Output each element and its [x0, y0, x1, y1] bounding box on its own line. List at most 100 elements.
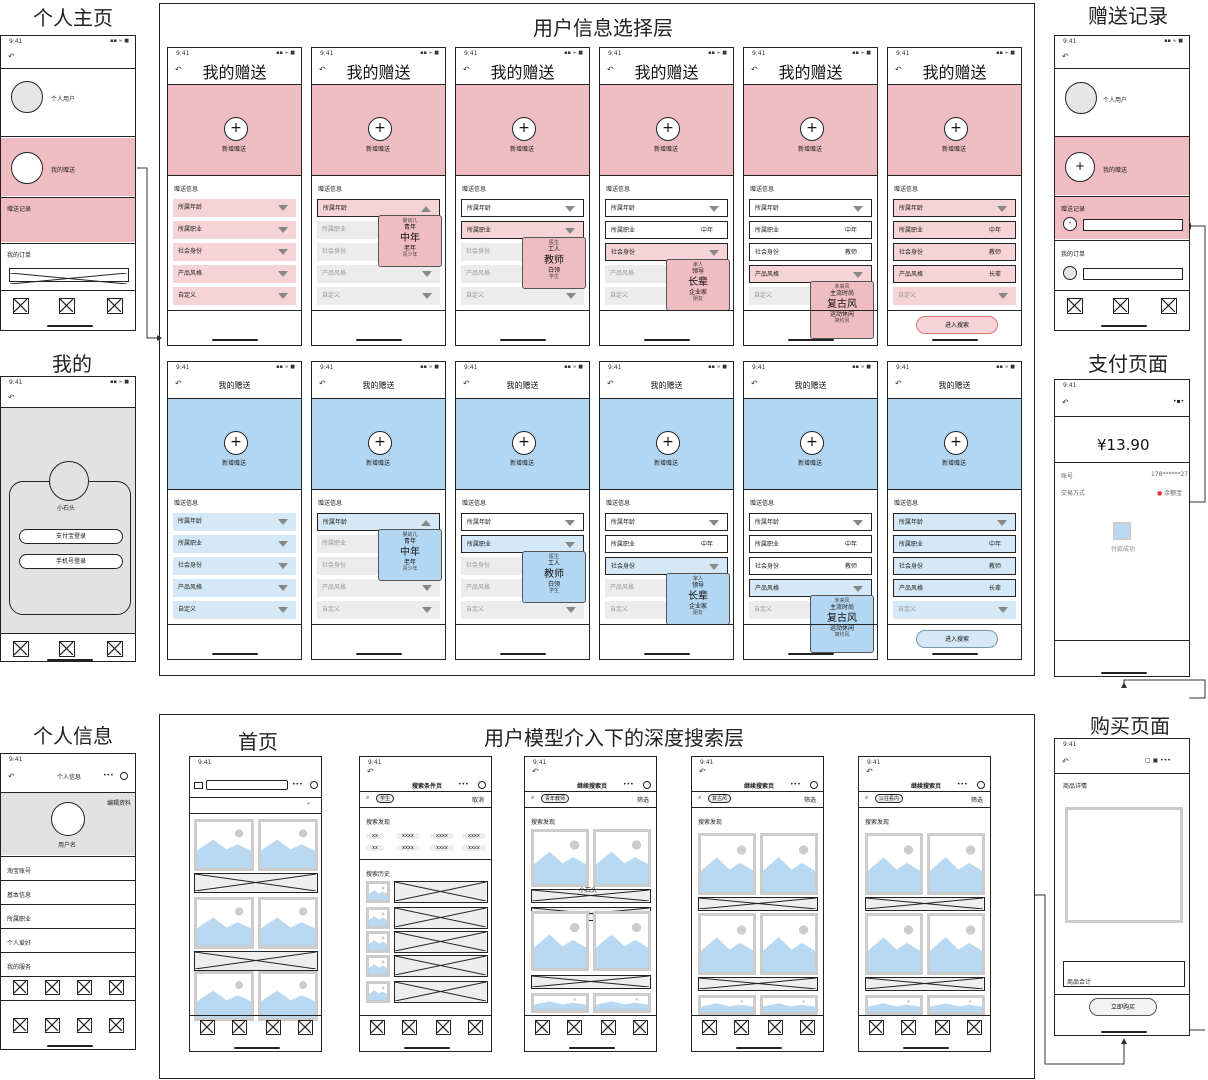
add-icon[interactable]: + — [512, 431, 536, 455]
back-icon[interactable]: ↶ — [1062, 398, 1069, 407]
picker-option[interactable]: 医生 — [548, 554, 559, 560]
tab-icon[interactable] — [436, 1020, 451, 1035]
dropdown-arrow-icon[interactable] — [422, 585, 432, 591]
field-row-age[interactable]: 所属年龄 — [605, 513, 728, 531]
dropdown-arrow-icon[interactable] — [422, 293, 432, 299]
tab-icon[interactable] — [13, 298, 29, 314]
back-icon[interactable]: ↶ — [8, 52, 15, 61]
enter-search-button[interactable]: 进入搜索 — [916, 316, 998, 334]
phone-login-button[interactable]: 手机号登录 — [19, 554, 123, 569]
new-gift-label[interactable]: 新增赠送 — [366, 460, 391, 467]
dropdown-arrow-icon[interactable] — [709, 206, 719, 212]
dropdown-arrow-icon[interactable] — [565, 520, 575, 526]
tab-icon[interactable] — [13, 641, 29, 657]
add-icon[interactable]: + — [800, 431, 824, 455]
new-gift-label[interactable]: 新增赠送 — [942, 460, 967, 467]
field-row-identity[interactable]: 社会身份 — [173, 243, 296, 261]
back-icon[interactable]: ↶ — [463, 65, 470, 74]
picker-option[interactable]: 领导 — [691, 582, 704, 590]
field-row-age[interactable]: 所属年龄 — [461, 199, 584, 217]
new-gift-label[interactable]: 新增赠送 — [366, 146, 391, 153]
tab-icon[interactable] — [13, 1018, 28, 1033]
dropdown-arrow-icon[interactable] — [709, 250, 719, 256]
picker-option[interactable]: 青少年 — [402, 566, 418, 573]
menu-icon[interactable]: ••• — [790, 781, 801, 788]
back-icon[interactable]: ↶ — [175, 379, 182, 388]
menu-icon[interactable]: ••• — [103, 772, 114, 779]
tab-icon[interactable] — [109, 1018, 124, 1033]
picker-popup-job[interactable]: 医生 工人 教师 白领 学生 — [522, 551, 586, 603]
discover-tag[interactable]: xxxx — [430, 845, 454, 851]
back-icon[interactable]: ↶ — [1062, 757, 1069, 766]
new-gift-label[interactable]: 新增赠送 — [798, 460, 823, 467]
field-row-identity[interactable]: 社会身份 教师 — [749, 243, 872, 261]
discover-tag[interactable]: xxxx — [396, 833, 420, 839]
search-icon[interactable]: ⌕ — [698, 794, 702, 801]
tab-icon[interactable] — [633, 1020, 648, 1035]
dropdown-arrow-icon[interactable] — [278, 205, 288, 211]
picker-option[interactable]: 老年 — [403, 558, 416, 566]
back-icon[interactable]: ↶ — [175, 65, 182, 74]
field-row-style[interactable]: 产品风格 — [317, 265, 440, 283]
cancel-button[interactable]: 取消 — [472, 797, 485, 804]
dropdown-arrow-icon[interactable] — [853, 206, 863, 212]
dropdown-arrow-icon[interactable] — [566, 293, 576, 299]
menu-icon[interactable]: ••• — [458, 781, 469, 788]
tab-icon[interactable] — [869, 1020, 884, 1035]
enter-search-button[interactable]: 进入搜索 — [916, 630, 998, 648]
field-row-age[interactable]: 所属年龄 — [605, 199, 728, 217]
tab-icon[interactable] — [1067, 298, 1083, 314]
dropdown-arrow-icon[interactable] — [278, 271, 288, 277]
field-row-identity[interactable]: 社会身份 教师 — [893, 243, 1016, 261]
picker-option[interactable]: 婴幼儿 — [402, 218, 418, 224]
picker-popup-job[interactable]: 医生 工人 教师 白领 学生 — [522, 237, 586, 289]
add-icon[interactable]: + — [224, 431, 248, 455]
back-icon[interactable]: ↶ — [607, 65, 614, 74]
discover-tag[interactable]: xxxx — [462, 845, 486, 851]
picker-option[interactable]: 医生 — [548, 240, 559, 246]
picker-option[interactable]: 老年 — [403, 244, 416, 252]
picker-option[interactable]: 复古风 — [827, 298, 857, 310]
back-icon[interactable]: ↶ — [319, 379, 326, 388]
tab-icon[interactable] — [601, 1020, 616, 1035]
field-row-age[interactable]: 所属年龄 — [749, 513, 872, 531]
picker-option[interactable]: 未来风 — [834, 598, 850, 604]
dropdown-arrow-icon[interactable] — [422, 607, 432, 613]
settings-icon[interactable] — [310, 781, 318, 789]
dropdown-arrow-icon[interactable] — [278, 293, 288, 299]
dropdown-arrow-icon[interactable] — [709, 520, 719, 526]
info-item-4[interactable]: 我的服务 — [7, 964, 32, 971]
tab-icon[interactable] — [107, 298, 123, 314]
new-gift-label[interactable]: 新增赠送 — [654, 146, 679, 153]
back-icon[interactable]: ↶ — [866, 767, 873, 776]
tab-icon[interactable] — [109, 980, 124, 995]
message-icon[interactable] — [194, 782, 203, 789]
field-row-style[interactable]: 产品风格 — [749, 579, 872, 597]
edit-profile-link[interactable]: 编辑资料 — [107, 800, 132, 807]
tab-icon[interactable] — [702, 1020, 717, 1035]
dropdown-arrow-icon[interactable] — [997, 206, 1007, 212]
menu-icon[interactable]: ••• — [623, 781, 634, 788]
search-icon[interactable]: ⌕ — [531, 794, 535, 801]
back-icon[interactable]: ↶ — [699, 767, 706, 776]
field-row-age[interactable]: 所属年龄 — [893, 513, 1016, 531]
tab-icon[interactable] — [1161, 298, 1177, 314]
picker-option[interactable]: 企业家 — [688, 602, 707, 610]
discover-tag[interactable]: xxxx — [462, 833, 486, 839]
picker-popup-identity[interactable]: 家人 领导 长辈 企业家 朋友 — [666, 573, 730, 625]
search-icon[interactable]: ⌕ — [366, 794, 370, 801]
tab-icon[interactable] — [45, 1018, 60, 1033]
picker-option[interactable]: 运动休闲 — [829, 624, 854, 632]
field-row-job[interactable]: 所属职业 — [173, 221, 296, 239]
dropdown-arrow-icon[interactable] — [997, 520, 1007, 526]
dropdown-arrow-icon[interactable] — [421, 206, 431, 212]
back-icon[interactable]: ↶ — [895, 379, 902, 388]
discover-tag[interactable]: xx — [366, 833, 384, 839]
filter-button[interactable]: 筛选 — [637, 797, 650, 804]
field-row-age[interactable]: 所属年龄 — [173, 513, 296, 531]
field-row-style[interactable]: 产品风格 — [317, 579, 440, 597]
new-gift-label[interactable]: 新增赠送 — [654, 460, 679, 467]
dropdown-arrow-icon[interactable] — [853, 520, 863, 526]
tab-icon[interactable] — [567, 1020, 582, 1035]
target-icon[interactable] — [478, 781, 486, 789]
